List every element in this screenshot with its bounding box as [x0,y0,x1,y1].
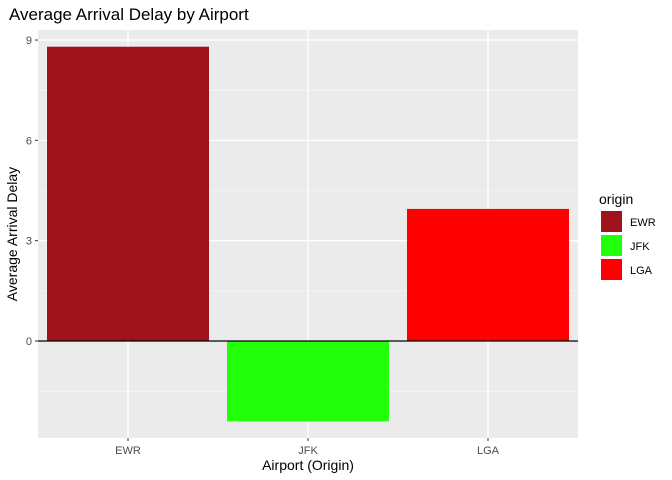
y-axis: 0 3 6 9 [26,35,38,348]
legend-title: origin [599,191,633,207]
legend-key-jfk [601,235,622,256]
legend-label: LGA [630,265,653,277]
y-axis-title: Average Arrival Delay [4,167,20,301]
legend: origin EWR JFK LGA [599,191,656,280]
y-tick-label: 9 [26,35,32,47]
legend-key-ewr [601,211,622,232]
x-axis-title: Airport (Origin) [262,457,354,473]
chart-title: Average Arrival Delay by Airport [9,5,249,24]
bar-ewr [47,46,209,342]
legend-key-lga [601,259,622,280]
y-tick-label: 3 [26,236,32,248]
x-tick-label: JFK [298,445,318,457]
bar-jfk [227,341,389,422]
bar-lga [407,208,569,342]
bars [47,46,569,422]
x-tick-label: EWR [115,445,141,457]
x-tick-label: LGA [477,445,500,457]
legend-label: JFK [630,241,650,253]
y-tick-label: 6 [26,135,32,147]
y-tick-label: 0 [26,336,32,348]
legend-label: EWR [630,217,656,229]
x-axis: EWR JFK LGA [115,438,500,457]
